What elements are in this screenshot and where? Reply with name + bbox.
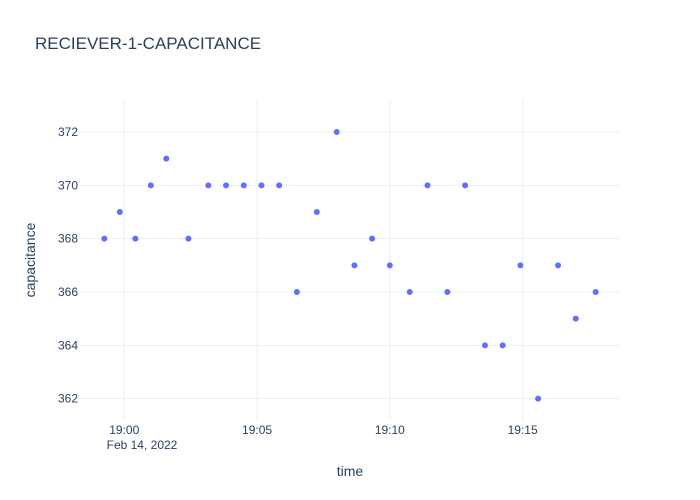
data-point[interactable] [276, 182, 283, 189]
data-point[interactable] [555, 262, 562, 269]
data-point[interactable] [101, 235, 108, 242]
y-tick-label: 366 [58, 285, 78, 299]
x-axis-title: time [337, 463, 364, 479]
data-points [101, 129, 599, 402]
data-point[interactable] [258, 182, 265, 189]
x-tick-label: 19:00 [109, 423, 139, 437]
data-point[interactable] [499, 342, 506, 349]
y-tick-label: 372 [58, 125, 78, 139]
data-point[interactable] [369, 235, 376, 242]
data-point[interactable] [132, 235, 139, 242]
y-tick-label: 362 [58, 392, 78, 406]
data-point[interactable] [223, 182, 230, 189]
chart-title: RECIEVER-1-CAPACITANCE [35, 34, 262, 53]
data-point[interactable] [240, 182, 247, 189]
x-tick-label: 19:05 [242, 423, 272, 437]
y-tick-label: 364 [58, 338, 78, 352]
y-tick-label: 368 [58, 232, 78, 246]
data-point[interactable] [205, 182, 212, 189]
data-point[interactable] [592, 289, 599, 295]
x-date-label: Feb 14, 2022 [107, 438, 178, 452]
tick-layer: 362 364 366 368 370 372 19:00 19:05 19:10 19:15 [58, 125, 538, 437]
data-point[interactable] [572, 315, 579, 322]
data-point[interactable] [185, 235, 192, 242]
data-point[interactable] [406, 289, 413, 295]
data-point[interactable] [116, 209, 123, 215]
data-point[interactable] [386, 262, 393, 269]
data-point[interactable] [351, 262, 358, 269]
data-point[interactable] [517, 262, 524, 269]
data-point[interactable] [535, 395, 542, 402]
y-axis-title: capacitance [22, 222, 38, 297]
data-point[interactable] [462, 182, 469, 189]
x-tick-label: 19:10 [375, 423, 405, 437]
data-point[interactable] [293, 289, 300, 295]
data-point[interactable] [333, 129, 340, 135]
data-point[interactable] [163, 155, 170, 162]
data-point[interactable] [424, 182, 431, 189]
x-tick-label: 19:15 [508, 423, 538, 437]
data-point[interactable] [482, 342, 488, 349]
y-tick-label: 370 [58, 178, 78, 192]
grid-layer [80, 100, 620, 420]
data-point[interactable] [147, 182, 154, 189]
data-point[interactable] [444, 289, 451, 295]
data-point[interactable] [313, 209, 320, 215]
